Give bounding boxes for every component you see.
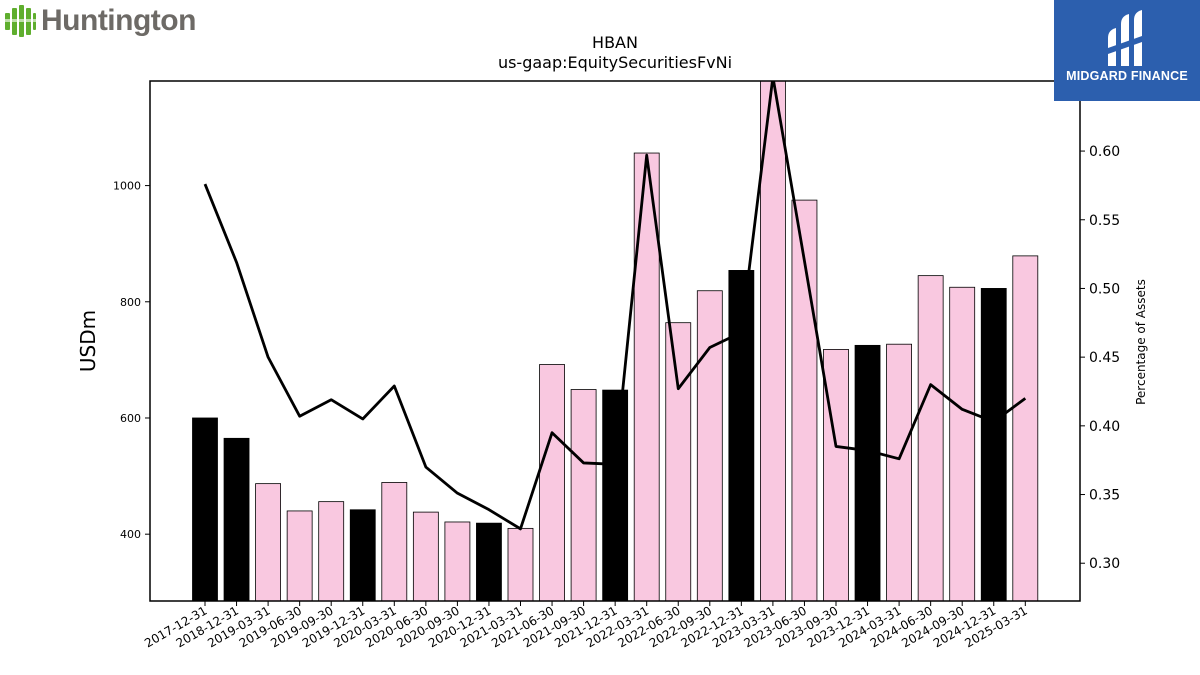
y-tick-label-400: 400 bbox=[120, 528, 141, 541]
bar-2020-06-30 bbox=[412, 511, 439, 601]
bar-2023-12-31 bbox=[854, 344, 881, 601]
bar-2021-12-31 bbox=[602, 389, 629, 601]
y2-axis-label: Percentage of Assets bbox=[1134, 279, 1148, 405]
chart-title: HBAN bbox=[592, 33, 638, 52]
huntington-wordmark: Huntington bbox=[41, 4, 196, 37]
bar-2020-09-30 bbox=[444, 521, 471, 601]
y-tick-label-800: 800 bbox=[120, 296, 141, 309]
bar-2017-12-31 bbox=[192, 417, 218, 601]
chart-subtitle: us-gaap:EquitySecuritiesFvNi bbox=[497, 53, 733, 72]
y2-tick-label-0.3: 0.30 bbox=[1089, 556, 1120, 572]
bar-2021-03-31 bbox=[507, 527, 534, 601]
bar-2019-09-30 bbox=[318, 501, 345, 601]
bar-2019-06-30 bbox=[286, 510, 313, 601]
huntington-icon bbox=[4, 5, 37, 37]
bar-2022-06-30 bbox=[665, 322, 692, 601]
bar-2022-12-31 bbox=[728, 270, 755, 601]
huntington-logo: Huntington bbox=[4, 4, 196, 38]
y-axis-label: USDm bbox=[76, 310, 100, 372]
y2-tick-label-0.6: 0.60 bbox=[1089, 144, 1120, 160]
bar-2018-12-31 bbox=[223, 437, 250, 601]
bar-2024-03-31 bbox=[886, 343, 912, 601]
y2-tick-label-0.5: 0.50 bbox=[1089, 281, 1120, 297]
y-tick-label-600: 600 bbox=[120, 412, 141, 425]
bar-2023-03-31 bbox=[760, 81, 786, 601]
midgard-finance-logo: MIDGARD FINANCE bbox=[1054, 0, 1200, 101]
y2-tick-label-0.55: 0.55 bbox=[1089, 213, 1120, 229]
bar-2024-06-30 bbox=[917, 275, 944, 601]
percentage-of-assets-line bbox=[203, 81, 1027, 531]
bar-2025-03-31 bbox=[1012, 255, 1039, 601]
bar-2019-03-31 bbox=[255, 483, 282, 601]
bar-2020-12-31 bbox=[476, 522, 502, 601]
bars-group bbox=[192, 81, 1039, 601]
bar-2021-09-30 bbox=[570, 389, 597, 601]
bar-2021-06-30 bbox=[539, 364, 565, 601]
bar-2019-12-31 bbox=[349, 509, 376, 601]
y-tick-label-1000: 1000 bbox=[113, 180, 141, 193]
bar-2020-03-31 bbox=[381, 482, 408, 601]
bar-2024-12-31 bbox=[980, 288, 1007, 601]
bar-2024-09-30 bbox=[949, 286, 976, 601]
midgard-icon bbox=[1108, 10, 1142, 66]
y2-tick-label-0.4: 0.40 bbox=[1089, 419, 1120, 435]
bar-2022-09-30 bbox=[696, 290, 723, 601]
midgard-wordmark: MIDGARD FINANCE bbox=[1066, 69, 1188, 83]
y2-tick-label-0.35: 0.35 bbox=[1089, 488, 1120, 504]
y2-tick-label-0.45: 0.45 bbox=[1089, 350, 1120, 366]
